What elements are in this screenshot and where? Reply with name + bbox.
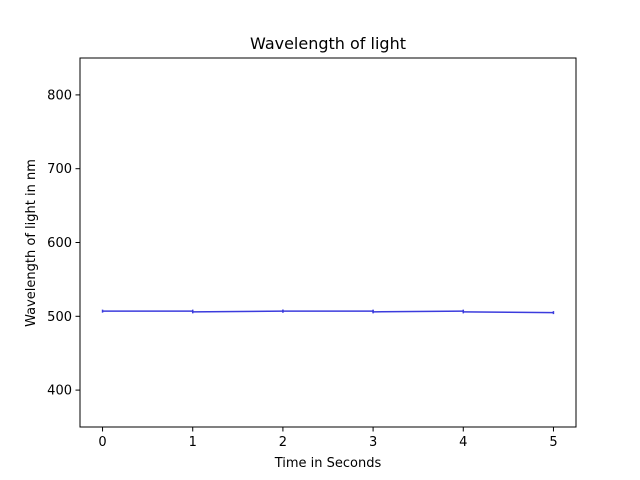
y-tick-label: 500 xyxy=(47,310,72,325)
y-tick-label: 600 xyxy=(47,236,72,251)
series-0-segment-4 xyxy=(463,311,554,314)
series-0-segment-3 xyxy=(373,310,464,313)
x-tick-label: 3 xyxy=(369,435,377,450)
x-axis: 0 1 2 3 4 5 xyxy=(98,427,558,450)
y-tick-label: 800 xyxy=(47,88,72,103)
y-tick-label: 700 xyxy=(47,162,72,177)
x-axis-label: Time in Seconds xyxy=(274,456,382,471)
chart-title: Wavelength of light xyxy=(250,34,406,53)
x-tick-label: 4 xyxy=(459,435,467,450)
y-axis-label: Wavelength of light in nm xyxy=(24,159,39,327)
y-tick-label: 400 xyxy=(47,384,72,399)
x-tick-label: 0 xyxy=(98,435,106,450)
x-tick-label: 1 xyxy=(189,435,197,450)
x-tick-label: 2 xyxy=(279,435,287,450)
y-axis: 400 500 600 700 800 xyxy=(47,88,80,399)
series-0-segment-1 xyxy=(192,310,283,313)
x-tick-label: 5 xyxy=(549,435,557,450)
